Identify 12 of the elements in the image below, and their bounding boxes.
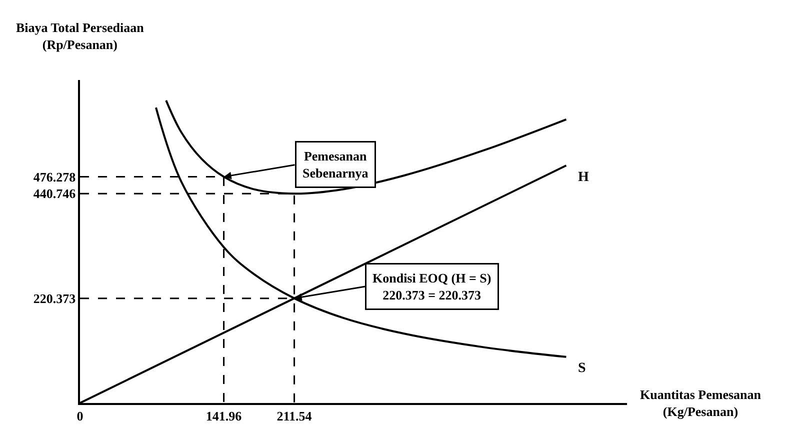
y-tick-label: 476.278 [33,169,76,184]
x-tick-label: 211.54 [276,408,312,424]
y-tick-label: 440.746 [33,186,76,202]
series-label: H [578,170,589,185]
x-tick-label: 141.96 [206,408,242,424]
y-tick-label: 220.373 [33,290,76,306]
y-axis-title: Biaya Total Persediaan (Rp/Pesanan) [16,20,145,52]
x-tick-label: 0 [76,408,84,424]
x-axis-title: Kuantitas Pemesanan (Kg/Pesanan) [640,387,762,419]
series-label: S [578,361,586,376]
annotation: Pemesanan Sebenarnya [302,148,369,180]
annotation: Kondisi EOQ (H = S) 220.373 = 220.373 [372,270,492,302]
